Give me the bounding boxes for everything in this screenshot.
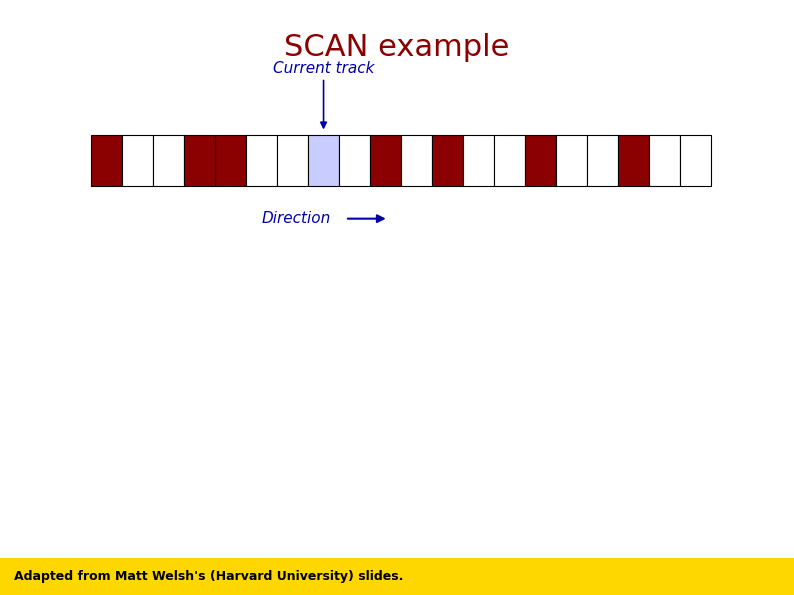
Bar: [215, 135, 246, 186]
Bar: [184, 135, 215, 186]
Bar: [308, 135, 339, 186]
Text: Adapted from Matt Welsh's (Harvard University) slides.: Adapted from Matt Welsh's (Harvard Unive…: [14, 570, 403, 583]
Bar: [463, 135, 494, 186]
Bar: [246, 135, 277, 186]
Bar: [339, 135, 370, 186]
Bar: [432, 135, 463, 186]
Bar: [0, 558, 794, 595]
Text: SCAN example: SCAN example: [284, 33, 510, 62]
Bar: [587, 135, 618, 186]
Bar: [618, 135, 649, 186]
Bar: [494, 135, 525, 186]
Bar: [649, 135, 680, 186]
Bar: [680, 135, 711, 186]
Bar: [91, 135, 122, 186]
Bar: [556, 135, 587, 186]
Bar: [401, 135, 432, 186]
Bar: [122, 135, 153, 186]
Text: Direction: Direction: [261, 211, 331, 226]
Bar: [153, 135, 184, 186]
Text: Current track: Current track: [273, 61, 374, 76]
Bar: [370, 135, 401, 186]
Bar: [277, 135, 308, 186]
Bar: [525, 135, 556, 186]
